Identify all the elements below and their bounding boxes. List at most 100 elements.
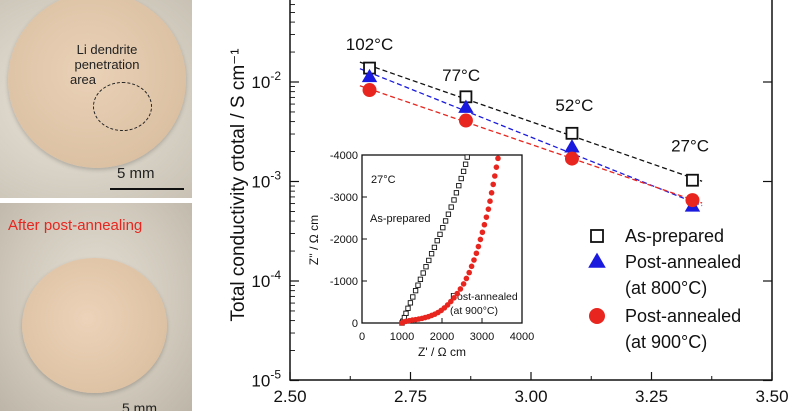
inset-point — [458, 175, 464, 182]
inset-point — [437, 231, 443, 238]
x-tick-label: 3.50 — [755, 387, 788, 406]
inset-y-tick-label: -2000 — [330, 234, 358, 246]
inset-x-tick-label: 0 — [359, 331, 365, 343]
inset-point — [442, 218, 449, 224]
inset-point — [448, 298, 454, 305]
inset-label-post-annealed-temp: (at 900°C) — [450, 305, 498, 317]
after-annealing-title: After post-annealing — [8, 217, 143, 234]
inset-point — [420, 270, 426, 276]
inset-y-tick-label: -4000 — [330, 150, 358, 162]
y-tick-label: 10-4 — [251, 268, 281, 291]
inset-point — [431, 244, 438, 251]
inset-x-tick-label: 3000 — [470, 331, 494, 343]
scale-bar-top — [110, 188, 184, 190]
inset-point — [412, 288, 419, 294]
scale-label-top: 5 mm — [117, 165, 155, 182]
temperature-label: 27°C — [671, 137, 709, 156]
inset-point — [454, 290, 461, 297]
inset-point — [492, 173, 498, 179]
inset-x-tick-label: 1000 — [390, 331, 414, 343]
inset-point — [451, 197, 457, 203]
inset-point — [426, 257, 432, 264]
inset-y-tick-label: -1000 — [330, 276, 358, 288]
photo-post-annealed: 5 mm — [0, 203, 192, 411]
scale-label-bottom: 5 mm — [122, 400, 157, 411]
inset-point — [463, 275, 470, 282]
inset-point — [487, 198, 493, 204]
x-tick-label: 2.50 — [273, 387, 306, 406]
dendrite-label-line2: penetration — [74, 57, 140, 72]
fit-line — [359, 61, 703, 182]
inset-point — [468, 263, 475, 270]
inset-x-axis-label: Z' / Ω cm — [418, 345, 466, 359]
data-point — [685, 193, 700, 208]
dendrite-label-line3: area — [70, 72, 97, 87]
data-point — [362, 83, 377, 98]
inset-point — [410, 294, 416, 300]
inset-point — [483, 214, 490, 220]
dendrite-label-line1: Li dendrite — [76, 42, 138, 57]
data-point — [458, 99, 474, 113]
fit-line — [359, 85, 703, 204]
inset-point — [466, 269, 473, 276]
x-tick-label: 3.25 — [635, 387, 668, 406]
inset-point — [440, 225, 446, 231]
data-point — [564, 139, 580, 153]
inset-point — [495, 155, 501, 162]
inset-point — [428, 251, 435, 257]
dendrite-area-outline — [93, 82, 152, 131]
inset-point — [403, 310, 409, 316]
inset-point — [457, 286, 464, 292]
inset-point — [493, 164, 500, 170]
temperature-label: 52°C — [555, 96, 593, 115]
inset-point — [415, 282, 421, 288]
inset-point — [423, 264, 429, 270]
data-point — [686, 173, 699, 187]
legend-label: (at 900°C) — [625, 332, 707, 352]
legend-marker — [590, 229, 604, 243]
inset-point — [475, 243, 482, 250]
y-axis-label: Total conductivity σtotal / S cm⁻¹ — [228, 48, 249, 321]
legend-marker — [589, 308, 605, 324]
x-tick-label: 2.75 — [394, 387, 427, 406]
inset-point — [473, 250, 480, 257]
legend-label: Post-annealed — [625, 306, 741, 326]
inset-y-tick-label: -3000 — [330, 192, 358, 204]
legend-label: Post-annealed — [625, 252, 741, 272]
inset-point — [462, 161, 469, 167]
inset-point — [477, 236, 484, 243]
pellet-image — [22, 258, 167, 393]
inset-point — [460, 168, 467, 175]
inset-point — [479, 229, 486, 236]
inset-point — [456, 183, 462, 189]
inset-point — [453, 190, 460, 196]
data-point — [565, 126, 579, 140]
inset-point — [405, 305, 411, 311]
y-tick-label: 10-5 — [251, 368, 281, 391]
inset-y-tick-label: 0 — [352, 318, 358, 330]
temperature-label: 77°C — [442, 66, 480, 85]
inset-point — [451, 295, 457, 301]
data-point — [564, 151, 579, 166]
inset-point — [448, 204, 454, 210]
inset-y-axis-label: Z'' / Ω cm — [307, 215, 321, 265]
data-point — [458, 113, 473, 128]
pellet-image — [8, 0, 186, 168]
legend-marker — [588, 252, 606, 268]
inset-label-post-annealed: Post-annealed — [450, 291, 518, 303]
inset-point — [417, 276, 424, 282]
temperature-label: 102°C — [346, 35, 393, 54]
fit-line — [359, 68, 703, 207]
inset-point — [445, 211, 452, 217]
inset-point — [434, 238, 440, 244]
inset-point — [460, 281, 467, 287]
inset-point — [471, 257, 477, 263]
legend-label: As-prepared — [625, 226, 724, 246]
photo-as-prepared: Li dendrite penetration area 5 mm — [0, 0, 192, 198]
inset-point — [490, 181, 497, 188]
dendrite-label: Li dendrite penetration area — [52, 42, 162, 87]
inset-x-tick-label: 4000 — [510, 331, 534, 343]
y-tick-label: 10-2 — [251, 69, 281, 92]
legend-label: (at 800°C) — [625, 278, 707, 298]
